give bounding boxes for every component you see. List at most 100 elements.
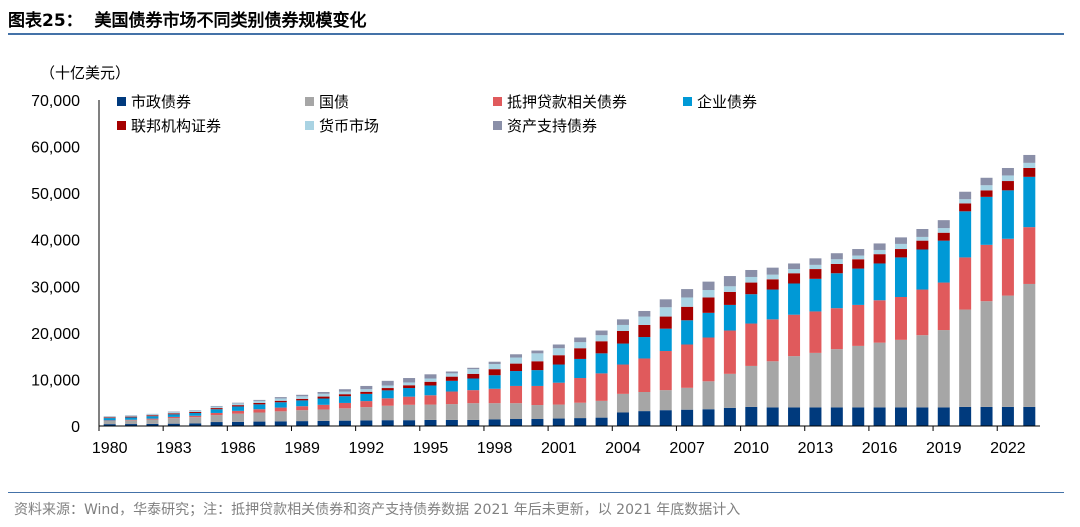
bar-segment-0: [467, 419, 480, 426]
legend-label: 货币市场: [319, 118, 379, 135]
bar-segment-0: [296, 421, 309, 426]
bar-stack-1996: [445, 371, 458, 426]
bar-segment-3: [274, 402, 287, 408]
bar-stack-2006: [659, 299, 672, 426]
bar-stack-2023: [1023, 154, 1036, 426]
bar-segment-3: [852, 268, 865, 305]
legend-item: 市政债券: [117, 94, 191, 111]
bar-segment-1: [403, 404, 416, 421]
bar-segment-2: [574, 378, 587, 403]
bar-segment-3: [702, 312, 715, 338]
bar-segment-2: [852, 304, 865, 346]
bar-segment-2: [317, 404, 330, 410]
bar-segment-3: [1001, 190, 1014, 239]
bar-segment-0: [146, 423, 159, 426]
bar-segment-2: [595, 373, 608, 401]
bar-segment-4: [403, 385, 416, 389]
bar-segment-5: [745, 276, 758, 283]
bar-segment-1: [232, 413, 245, 422]
bar-segment-4: [338, 394, 351, 397]
bar-segment-4: [980, 190, 993, 197]
bar-segment-0: [638, 411, 651, 426]
bar-segment-3: [296, 400, 309, 407]
bar-segment-4: [916, 240, 929, 250]
bar-segment-1: [894, 339, 907, 408]
bar-segment-0: [338, 420, 351, 426]
bar-segment-3: [210, 409, 223, 413]
bar-segment-3: [338, 396, 351, 403]
bar-segment-5: [809, 264, 822, 270]
bar-segment-4: [146, 415, 159, 417]
bar-segment-6: [616, 319, 629, 325]
bar-segment-2: [360, 401, 373, 408]
bar-segment-2: [488, 388, 501, 404]
bar-segment-6: [488, 361, 501, 365]
bar-segment-1: [552, 404, 565, 419]
x-tick-label: 2019: [926, 440, 962, 457]
bar-segment-2: [809, 311, 822, 353]
x-tick-label: 1995: [413, 440, 449, 457]
bar-segment-0: [766, 407, 779, 426]
bar-segment-1: [745, 365, 758, 407]
bar-segment-5: [574, 342, 587, 349]
bar-segment-6: [360, 385, 373, 390]
bar-segment-0: [723, 407, 736, 426]
bar-segment-3: [445, 380, 458, 392]
bar-segment-4: [232, 405, 245, 407]
legend-item: 联邦机构证券: [117, 118, 221, 135]
bar-segment-4: [745, 282, 758, 295]
bar-segment-1: [167, 418, 180, 424]
bar-segment-6: [1001, 167, 1014, 176]
x-tick-label: 2007: [669, 440, 705, 457]
legend-label: 资产支持债券: [507, 118, 597, 135]
title-divider: [8, 33, 1064, 35]
bar-segment-2: [467, 390, 480, 404]
bar-segment-0: [424, 419, 437, 426]
bar-segment-0: [574, 418, 587, 426]
x-tick-label: 1998: [477, 440, 513, 457]
bar-segment-2: [510, 385, 523, 404]
bar-stack-1983: [167, 411, 180, 426]
bar-segment-2: [766, 319, 779, 362]
bar-segment-3: [638, 337, 651, 359]
bar-segment-6: [723, 276, 736, 287]
legend-swatch: [493, 97, 502, 106]
bar-stack-1993: [381, 380, 394, 426]
bar-segment-0: [830, 407, 843, 426]
bar-segment-4: [873, 254, 886, 264]
bar-segment-6: [510, 354, 523, 358]
bar-segment-4: [852, 259, 865, 269]
bar-segment-5: [167, 411, 180, 414]
bar-segment-6: [595, 330, 608, 336]
bar-segment-5: [531, 353, 544, 362]
bar-segment-1: [766, 361, 779, 408]
bar-stack-2020: [959, 191, 972, 426]
bar-segment-5: [681, 297, 694, 307]
y-tick-label: 30,000: [31, 279, 80, 296]
bar-segment-6: [873, 243, 886, 250]
bar-segment-0: [125, 424, 138, 426]
legend-label: 抵押贷款相关债券: [507, 94, 627, 111]
bar-segment-5: [467, 369, 480, 374]
bar-segment-0: [916, 407, 929, 426]
bar-segment-3: [723, 304, 736, 331]
bar-segment-5: [788, 269, 801, 274]
unit-label: （十亿美元）: [40, 65, 130, 82]
bar-segment-6: [1023, 154, 1036, 163]
bar-segment-5: [210, 406, 223, 409]
bar-segment-4: [381, 388, 394, 391]
legend-item: 国债: [305, 94, 349, 111]
bar-segment-2: [296, 406, 309, 411]
bar-stack-1985: [210, 405, 223, 426]
bar-segment-1: [146, 419, 159, 424]
bar-segment-2: [745, 323, 758, 366]
bar-segment-6: [296, 394, 309, 397]
bar-segment-1: [210, 415, 223, 423]
bar-segment-1: [103, 420, 116, 425]
bar-segment-6: [467, 367, 480, 370]
bar-segment-3: [595, 353, 608, 374]
bar-segment-4: [830, 263, 843, 274]
bar-segment-6: [445, 371, 458, 374]
bar-segment-6: [381, 380, 394, 386]
